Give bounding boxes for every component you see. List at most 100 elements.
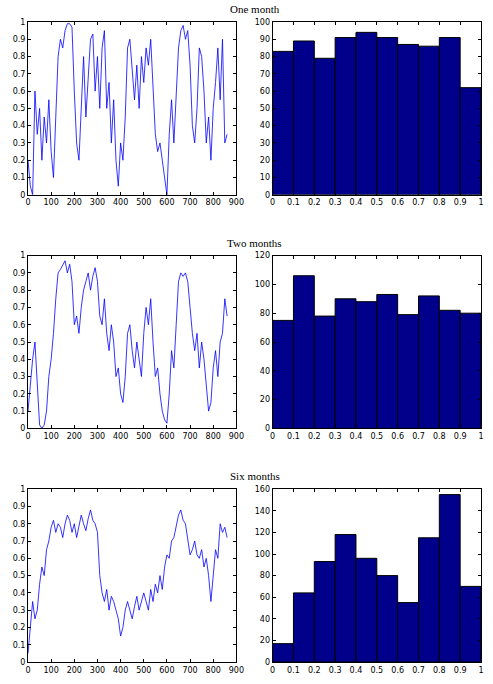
- svg-text:0.2: 0.2: [308, 432, 321, 441]
- svg-text:400: 400: [113, 666, 128, 675]
- svg-text:1: 1: [20, 251, 25, 260]
- svg-text:0: 0: [20, 424, 25, 433]
- svg-text:600: 600: [159, 666, 174, 675]
- svg-text:0.1: 0.1: [13, 173, 26, 182]
- svg-text:800: 800: [206, 666, 221, 675]
- svg-text:400: 400: [113, 198, 128, 207]
- svg-text:800: 800: [206, 198, 221, 207]
- svg-text:0: 0: [270, 432, 275, 441]
- svg-text:0.7: 0.7: [13, 70, 26, 79]
- svg-text:0.9: 0.9: [454, 666, 467, 675]
- svg-text:300: 300: [90, 198, 105, 207]
- svg-text:0.3: 0.3: [13, 139, 26, 148]
- svg-text:0.2: 0.2: [308, 666, 321, 675]
- svg-text:0: 0: [265, 191, 270, 200]
- svg-text:0.7: 0.7: [13, 537, 26, 546]
- svg-text:20: 20: [260, 156, 270, 165]
- svg-text:120: 120: [255, 251, 270, 260]
- svg-text:30: 30: [260, 139, 270, 148]
- svg-text:0.6: 0.6: [391, 198, 404, 207]
- svg-text:0.5: 0.5: [370, 198, 383, 207]
- svg-text:Six months: Six months: [230, 470, 280, 482]
- svg-text:0.1: 0.1: [287, 432, 300, 441]
- svg-text:0.9: 0.9: [454, 198, 467, 207]
- svg-text:0.3: 0.3: [13, 372, 26, 381]
- svg-text:140: 140: [255, 507, 270, 516]
- svg-text:0.9: 0.9: [454, 432, 467, 441]
- svg-text:0.1: 0.1: [13, 407, 26, 416]
- svg-text:600: 600: [159, 432, 174, 441]
- svg-text:200: 200: [67, 432, 82, 441]
- svg-text:40: 40: [260, 367, 270, 376]
- svg-text:0: 0: [20, 191, 25, 200]
- svg-text:80: 80: [260, 571, 270, 580]
- svg-text:0.8: 0.8: [13, 286, 26, 295]
- svg-text:70: 70: [260, 70, 270, 79]
- svg-text:0.5: 0.5: [370, 666, 383, 675]
- svg-text:60: 60: [260, 593, 270, 602]
- svg-text:0.8: 0.8: [433, 666, 446, 675]
- svg-text:0.9: 0.9: [13, 502, 26, 511]
- svg-text:500: 500: [136, 198, 151, 207]
- svg-text:0: 0: [270, 198, 275, 207]
- svg-text:0: 0: [270, 666, 275, 675]
- svg-text:300: 300: [90, 666, 105, 675]
- svg-text:900: 900: [229, 432, 244, 441]
- svg-text:900: 900: [229, 666, 244, 675]
- svg-text:900: 900: [229, 198, 244, 207]
- svg-text:0.8: 0.8: [433, 432, 446, 441]
- svg-text:50: 50: [260, 104, 270, 113]
- svg-text:0.1: 0.1: [287, 666, 300, 675]
- svg-text:10: 10: [260, 173, 270, 182]
- svg-text:700: 700: [182, 198, 197, 207]
- svg-text:0: 0: [25, 198, 30, 207]
- svg-text:120: 120: [255, 528, 270, 537]
- svg-text:20: 20: [260, 636, 270, 645]
- svg-text:100: 100: [255, 18, 270, 27]
- svg-text:0.7: 0.7: [412, 198, 425, 207]
- svg-text:0.7: 0.7: [412, 432, 425, 441]
- svg-text:60: 60: [260, 87, 270, 96]
- svg-text:0.4: 0.4: [350, 432, 363, 441]
- svg-text:0.2: 0.2: [13, 156, 26, 165]
- svg-text:300: 300: [90, 432, 105, 441]
- svg-text:0.8: 0.8: [433, 198, 446, 207]
- svg-text:100: 100: [255, 550, 270, 559]
- svg-text:100: 100: [255, 280, 270, 289]
- svg-text:100: 100: [44, 432, 59, 441]
- svg-text:200: 200: [67, 666, 82, 675]
- svg-text:0.4: 0.4: [13, 589, 26, 598]
- svg-text:800: 800: [206, 432, 221, 441]
- svg-text:80: 80: [260, 52, 270, 61]
- svg-text:0.5: 0.5: [13, 571, 26, 580]
- svg-text:0.8: 0.8: [13, 520, 26, 529]
- svg-text:80: 80: [260, 309, 270, 318]
- svg-text:0.5: 0.5: [370, 432, 383, 441]
- svg-text:60: 60: [260, 338, 270, 347]
- svg-text:0.1: 0.1: [287, 198, 300, 207]
- svg-text:40: 40: [260, 615, 270, 624]
- svg-text:500: 500: [136, 666, 151, 675]
- svg-text:90: 90: [260, 35, 270, 44]
- svg-text:0: 0: [25, 666, 30, 675]
- svg-text:0.5: 0.5: [13, 104, 26, 113]
- svg-text:One month: One month: [230, 3, 280, 15]
- svg-text:Two months: Two months: [227, 237, 282, 249]
- svg-text:0.9: 0.9: [13, 269, 26, 278]
- svg-text:0.4: 0.4: [350, 198, 363, 207]
- svg-text:100: 100: [44, 666, 59, 675]
- svg-text:0.6: 0.6: [13, 554, 26, 563]
- svg-text:0.2: 0.2: [13, 623, 26, 632]
- svg-text:0.4: 0.4: [350, 666, 363, 675]
- svg-text:0.3: 0.3: [13, 606, 26, 615]
- svg-text:0.1: 0.1: [13, 641, 26, 650]
- svg-text:1: 1: [478, 198, 483, 207]
- svg-text:0.4: 0.4: [13, 355, 26, 364]
- svg-text:0.3: 0.3: [329, 666, 342, 675]
- svg-text:0.3: 0.3: [329, 432, 342, 441]
- svg-text:0.6: 0.6: [391, 666, 404, 675]
- svg-text:0: 0: [265, 658, 270, 667]
- svg-text:1: 1: [478, 432, 483, 441]
- svg-text:500: 500: [136, 432, 151, 441]
- svg-text:0: 0: [20, 658, 25, 667]
